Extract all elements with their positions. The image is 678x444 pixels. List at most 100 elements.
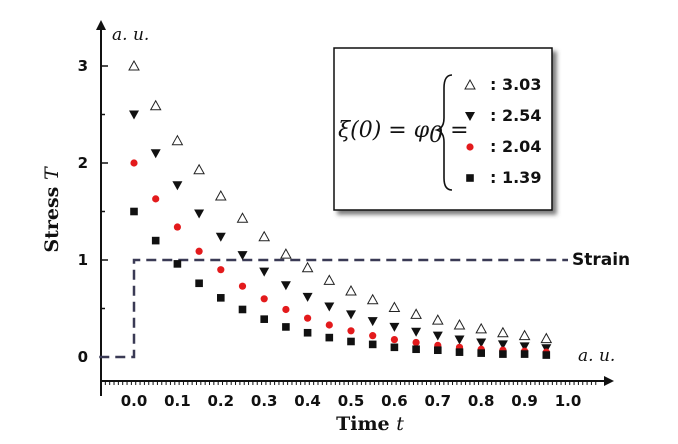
- data-point: [323, 274, 336, 285]
- data-point: [217, 266, 225, 274]
- legend-brace: [434, 74, 453, 191]
- data-point: [172, 181, 183, 191]
- data-point: [540, 332, 553, 344]
- x-minor-ticks: [100, 381, 597, 385]
- series-0: [128, 59, 553, 344]
- data-point: [410, 308, 422, 319]
- y-axis-title: Stress T: [41, 166, 63, 253]
- data-point: [499, 350, 507, 358]
- y-axis-title-var: T: [41, 166, 63, 180]
- data-point: [259, 267, 270, 277]
- y-ticks: [101, 65, 108, 358]
- legend-box: [333, 47, 553, 211]
- data-point: [475, 322, 488, 334]
- strain-line: [99, 258, 568, 359]
- data-point: [217, 294, 225, 302]
- data-point: [129, 110, 139, 120]
- data-point: [195, 279, 203, 288]
- data-point: [214, 189, 227, 201]
- data-point: [542, 351, 551, 359]
- data-point: [260, 315, 268, 323]
- data-point: [282, 323, 290, 331]
- data-point: [454, 335, 465, 345]
- data-point: [477, 349, 485, 357]
- x-tick-label: 0.9: [511, 392, 538, 410]
- data-point: [260, 295, 268, 303]
- legend-marker: [466, 143, 474, 151]
- y-axis-title-text: Stress: [41, 180, 63, 253]
- x-tick-label: 1.0: [555, 392, 582, 410]
- data-point: [412, 345, 420, 354]
- data-point: [367, 317, 378, 327]
- legend-label: : 1.39: [490, 168, 541, 187]
- x-tick-label: 0.1: [164, 392, 191, 410]
- x-tick-label: 0.6: [381, 392, 408, 410]
- data-point: [194, 209, 205, 219]
- data-point: [390, 335, 398, 344]
- data-point: [302, 292, 313, 302]
- legend-marker: [464, 78, 476, 90]
- legend-equation-eq: =: [443, 118, 468, 143]
- data-point: [301, 261, 314, 273]
- data-point: [150, 149, 161, 159]
- data-point: [519, 342, 530, 352]
- data-point: [238, 282, 247, 290]
- data-point: [130, 207, 138, 216]
- legend-marker: [465, 112, 475, 121]
- data-point: [476, 338, 487, 348]
- y-unit-label: a. u.: [112, 25, 149, 45]
- data-point: [497, 340, 508, 350]
- data-point: [324, 302, 335, 312]
- data-point: [173, 260, 182, 268]
- data-point: [303, 328, 312, 337]
- data-point: [388, 301, 401, 313]
- data-point: [368, 340, 377, 349]
- x-tick-label: 0.8: [468, 392, 495, 410]
- data-point: [304, 314, 312, 322]
- data-point: [237, 251, 248, 261]
- data-point: [152, 195, 160, 203]
- x-tick-labels: 0.0 0.1 0.2 0.3 0.4 0.5 0.6 0.7 0.8 0.9 1.0: [121, 392, 582, 410]
- legend-equation-lhs: ξ(0) = φ: [338, 118, 430, 143]
- data-point: [280, 281, 291, 291]
- data-point: [130, 159, 138, 167]
- data-point: [412, 338, 420, 347]
- x-tick-label: 0.2: [208, 392, 235, 410]
- series-3: [130, 207, 551, 359]
- data-point: [390, 343, 399, 352]
- data-point: [518, 329, 531, 341]
- legend-label: : 2.04: [490, 137, 541, 156]
- legend-label: : 2.54: [490, 106, 541, 125]
- data-point: [258, 230, 271, 242]
- x-tick-label: 0.5: [338, 392, 365, 410]
- data-point: [497, 326, 509, 338]
- data-point: [431, 314, 444, 325]
- legend: ξ(0) = φ0 = : 3.03: 2.54: 2.04: 1.39: [333, 47, 553, 211]
- data-point: [128, 59, 140, 71]
- x-axis-title-text: Time: [336, 413, 396, 435]
- data-point: [173, 223, 181, 231]
- data-point: [215, 232, 226, 242]
- data-point: [280, 248, 292, 259]
- x-axis-title: Time t: [336, 413, 404, 435]
- x-tick-label: 0.3: [251, 392, 278, 410]
- series-1: [129, 110, 552, 354]
- x-tick-label: 0.4: [294, 392, 321, 410]
- x-tick-label: 0.0: [121, 392, 148, 410]
- y-tick-label: 0: [78, 348, 88, 366]
- data-point: [238, 305, 247, 314]
- data-point: [432, 331, 443, 341]
- data-point: [236, 212, 249, 223]
- legend-marker: [466, 174, 474, 182]
- legend-entries: : 3.03: 2.54: 2.04: 1.39: [464, 75, 541, 187]
- data-point: [434, 346, 442, 355]
- data-point: [453, 318, 466, 330]
- data-point: [149, 99, 162, 111]
- x-axis-title-var: t: [396, 413, 404, 435]
- y-tick-label: 3: [78, 57, 88, 75]
- data-point: [345, 285, 357, 296]
- x-tick-label: 0.7: [425, 392, 452, 410]
- legend-equation: ξ(0) = φ0 =: [338, 118, 469, 148]
- data-point: [366, 293, 379, 305]
